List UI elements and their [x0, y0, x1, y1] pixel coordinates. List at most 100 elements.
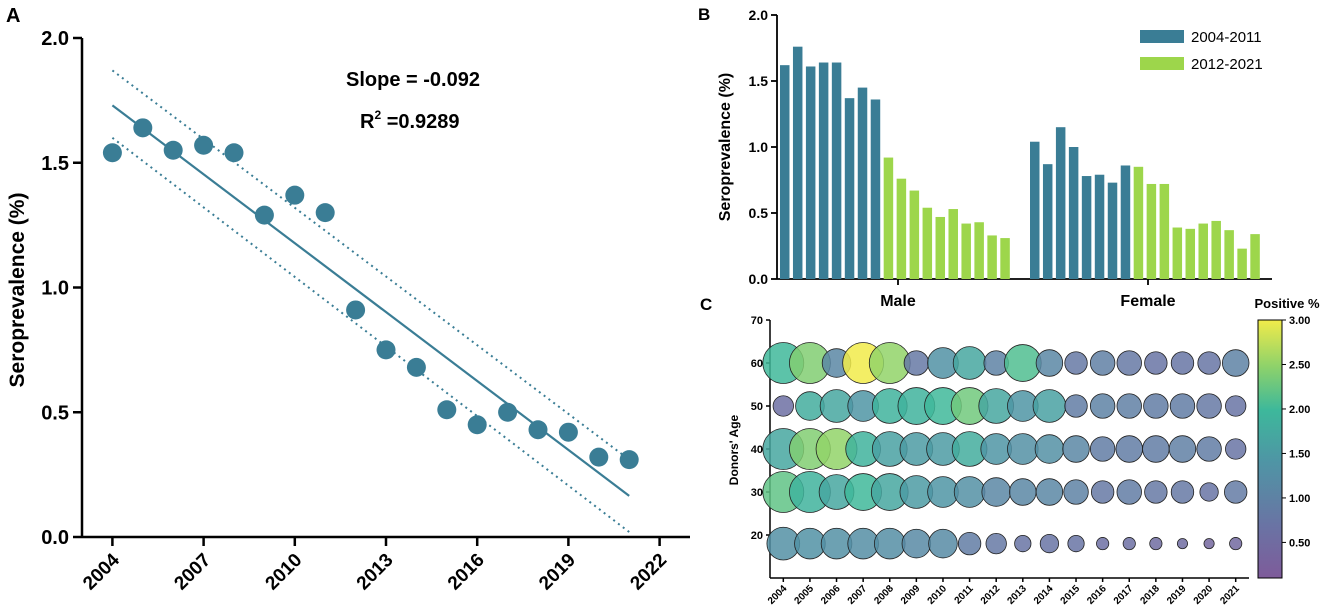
c-bubble [928, 528, 958, 559]
c-bubble [1143, 393, 1169, 419]
c-bubble [981, 477, 1011, 507]
b-y-tick-label: 1.5 [749, 73, 769, 89]
c-x-tick-label: 2008 [872, 583, 896, 607]
c-bubble [1115, 435, 1143, 463]
c-bubble [1039, 533, 1060, 554]
panel-a-y-label: Seroprevalence (%) [6, 193, 29, 388]
panel-a-r2-annotation: R2 =0.9289 [360, 108, 460, 133]
c-bubble [1142, 435, 1170, 463]
legend-label-2012-2021: 2012-2021 [1191, 56, 1263, 73]
colorbar-tick-label: 2.00 [1289, 404, 1310, 416]
c-bubble [1089, 350, 1116, 376]
b-bar [1042, 164, 1053, 279]
b-bar [1250, 234, 1260, 279]
legend-label-2004-2011: 2004-2011 [1191, 29, 1262, 46]
c-bubble [1168, 435, 1197, 463]
b-bar [844, 98, 855, 279]
c-bubble [847, 527, 879, 560]
colorbar-tick-label: 1.50 [1289, 448, 1310, 460]
c-bubble [873, 527, 906, 560]
c-bubble [1224, 480, 1248, 504]
a-point [437, 400, 457, 420]
a-point [102, 143, 122, 163]
a-x-tick-label: 2016 [444, 550, 489, 595]
panel-label-a: A [6, 5, 20, 27]
c-x-tick-label: 2011 [953, 583, 976, 606]
b-bar [870, 99, 881, 279]
panel-label-b: B [698, 5, 710, 24]
colorbar-tick-label: 1.00 [1289, 493, 1310, 505]
a-y-tick-label: 0.0 [41, 527, 69, 549]
panel-c-colorbar: Positive % 0.50 1.00 1.50 2.00 2.50 3.00 [1254, 296, 1320, 579]
panel-a-regression-lines [111, 69, 630, 533]
a-point [346, 300, 366, 320]
a-point [163, 140, 183, 160]
c-bubble [1144, 480, 1168, 504]
a-x-tick-label: 2010 [262, 550, 307, 595]
a-regression-line [111, 104, 630, 497]
a-point [558, 422, 578, 442]
c-x-tick-label: 2013 [1005, 583, 1029, 607]
c-bubble [1144, 351, 1168, 375]
c-x-tick-label: 2014 [1032, 583, 1056, 607]
c-bubble [903, 350, 930, 376]
b-bar [1198, 223, 1208, 279]
panel-b-group-female: Female [1120, 293, 1175, 310]
c-x-tick-label: 2006 [819, 583, 843, 607]
panel-b-bar-chart: 0.00.51.01.52.0 Seroprevalence (%) Male … [717, 7, 1272, 310]
b-bar [974, 222, 984, 279]
c-x-tick-label: 2020 [1192, 583, 1216, 607]
b-y-tick-label: 0.5 [749, 205, 769, 221]
a-x-tick-label: 2004 [79, 549, 124, 594]
panel-c-x-axis: 2004 2005 2006 2007 2008 2009 2010 2011 2012 2013… [766, 577, 1249, 607]
c-bubble [1149, 537, 1163, 551]
a-x-tick-label: 2019 [535, 550, 580, 595]
c-bubble [1196, 436, 1222, 462]
panel-b-legend: 2004-2011 2012-2021 [1140, 29, 1263, 73]
c-bubble [1067, 535, 1085, 553]
c-bubble [1035, 478, 1064, 506]
c-y-tick-label: 60 [751, 358, 763, 370]
c-bubble [1032, 389, 1067, 423]
b-bar [961, 223, 971, 279]
c-bubble [1089, 393, 1116, 419]
b-bar [1000, 238, 1010, 279]
c-bubble [1090, 480, 1115, 504]
c-bubble [1009, 478, 1037, 506]
b-bar [883, 157, 894, 279]
panel-b-group-male: Male [880, 293, 916, 310]
b-bar [831, 62, 842, 279]
c-x-tick-label: 2021 [1218, 583, 1242, 607]
b-bar [805, 66, 816, 279]
c-bubble [820, 527, 853, 560]
c-y-tick-label: 70 [751, 315, 763, 327]
a-point [498, 402, 518, 422]
panel-a-data-points [102, 118, 639, 470]
colorbar-gradient [1257, 319, 1283, 579]
panel-b-bars [780, 46, 1260, 280]
a-point [467, 415, 487, 435]
b-bar [1237, 248, 1247, 279]
c-bubble [1116, 350, 1142, 376]
panel-c-y-label: Donors' Age [727, 414, 741, 485]
b-y-tick-label: 2.0 [749, 7, 769, 23]
c-x-tick-label: 2012 [979, 583, 1003, 607]
c-bubble [794, 527, 826, 560]
c-y-tick-label: 20 [751, 530, 763, 542]
c-x-tick-label: 2007 [846, 583, 870, 607]
c-bubble [952, 346, 987, 380]
c-bubble [1170, 480, 1195, 504]
c-x-tick-label: 2004 [766, 583, 790, 607]
b-bar [909, 190, 920, 279]
r2-value: =0.9289 [381, 111, 459, 133]
panel-a-scatter: 0.0 0.5 1.0 1.5 2.0 2004 2007 2010 2013 2016 2019… [6, 28, 690, 594]
r2-superscript: 2 [374, 108, 381, 122]
b-bar [1081, 176, 1092, 279]
b-bar [1133, 166, 1144, 279]
a-point [285, 185, 305, 205]
c-bubble [1062, 435, 1090, 463]
c-y-tick-label: 50 [751, 401, 763, 413]
b-bar [792, 46, 803, 280]
c-bubble [772, 395, 794, 417]
